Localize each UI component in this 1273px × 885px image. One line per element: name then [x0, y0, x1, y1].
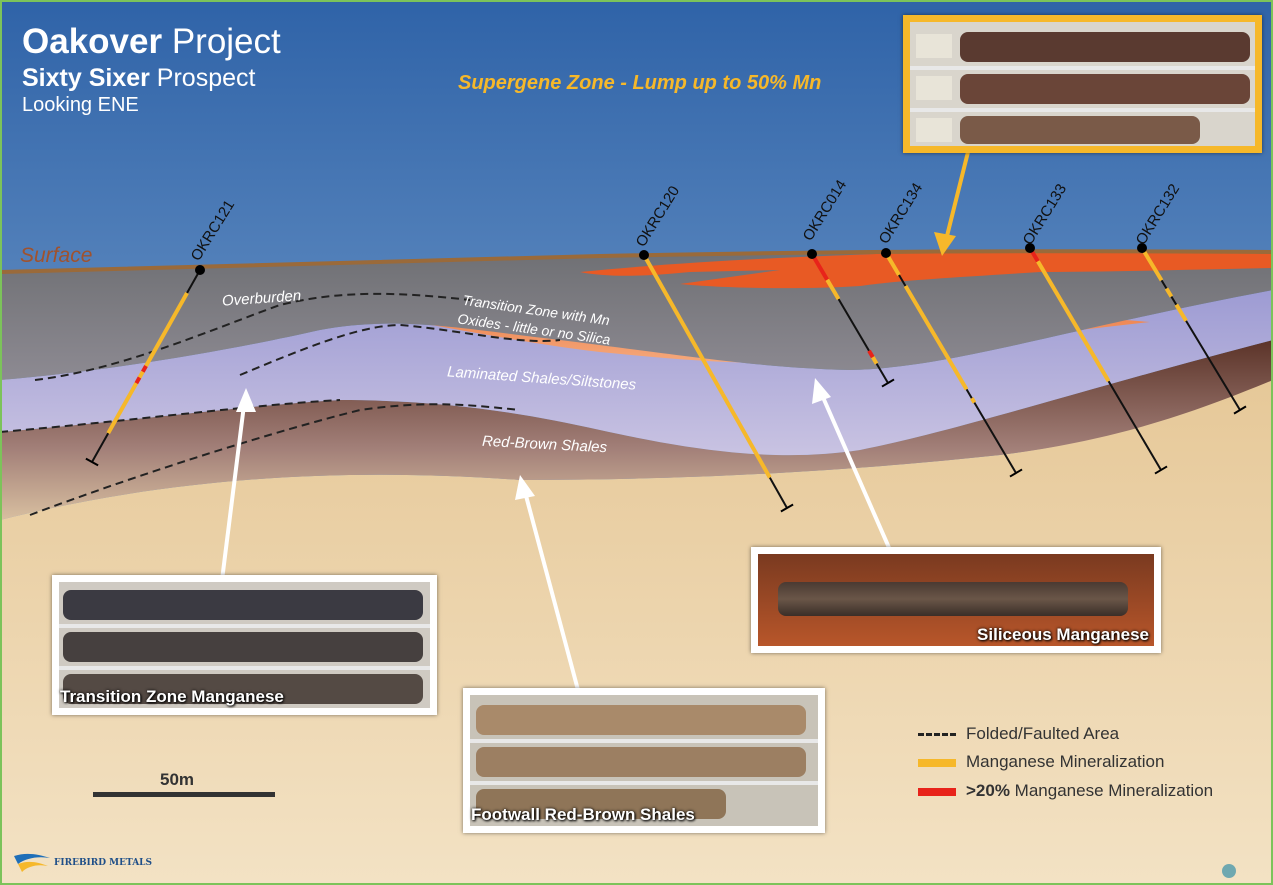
- arrow-siliceous: [820, 394, 892, 551]
- firebird-logo-icon: [14, 853, 50, 872]
- drillhole-segment: [837, 298, 870, 352]
- prospect-title: Sixty Sixer Prospect: [22, 64, 256, 92]
- fault-line-upper: [34, 292, 471, 381]
- drillhole-segment: [871, 356, 879, 365]
- drillhole-segment: [91, 432, 110, 463]
- drillhole-segment: [642, 254, 725, 396]
- legend-yellow-symbol: [918, 759, 956, 767]
- arrow-supergene-head: [934, 232, 956, 256]
- scale-bar-label: 50m: [160, 770, 195, 789]
- drillhole-segment: [825, 278, 841, 301]
- drillhole-segment: [1164, 287, 1174, 298]
- drillhole-collar: [807, 249, 817, 259]
- drillhole-collar: [639, 250, 649, 260]
- drillhole-segment: [141, 365, 148, 373]
- overburden-layer: [0, 251, 1273, 380]
- arrows-group: [220, 151, 970, 691]
- drillhole-collar: [1137, 243, 1147, 253]
- drillhole-OKRC121: [85, 265, 205, 467]
- drillhole-segment: [768, 477, 788, 509]
- supergene-core-photo: [903, 15, 1262, 153]
- sand-region: [0, 375, 1273, 885]
- drillhole-end-tick: [85, 457, 99, 467]
- drillhole-segment: [144, 292, 189, 367]
- laminated-layer: [0, 290, 1273, 456]
- arrow-footwall: [523, 491, 580, 691]
- drillhole-segment: [973, 402, 1017, 474]
- arrow-transition: [220, 404, 246, 581]
- transition-core-photo: Transition Zone Manganese: [52, 575, 437, 715]
- drillhole-end-tick: [881, 378, 895, 388]
- drillhole-end-tick: [1009, 468, 1023, 478]
- drillhole-end-tick: [1233, 405, 1247, 415]
- drillhole-segment: [875, 363, 889, 384]
- transition-photo-caption: Transition Zone Manganese: [60, 687, 284, 706]
- arrow-siliceous-head: [812, 378, 831, 404]
- drillhole-segment: [1185, 320, 1241, 411]
- drillhole-segment: [1140, 246, 1164, 282]
- drillhole-segment: [1160, 279, 1168, 290]
- view-direction: Looking ENE: [22, 94, 139, 116]
- siliceous-core-photo: Siliceous Manganese: [751, 547, 1161, 653]
- siliceous-photo-caption: Siliceous Manganese: [977, 625, 1149, 644]
- supergene-zone: [580, 250, 1273, 289]
- scale-bar: [93, 792, 275, 797]
- arrow-supergene: [944, 151, 970, 241]
- drillhole-collar: [881, 248, 891, 258]
- legend-high-text: >20% Manganese Mineralization: [966, 781, 1214, 800]
- drillhole-collar: [1025, 243, 1035, 253]
- drillhole-OKRC014: [807, 249, 895, 388]
- legend-red-symbol: [918, 788, 956, 796]
- legend-dash-symbol: [918, 733, 956, 736]
- drillhole-segment: [720, 393, 758, 454]
- drillhole-segment: [1174, 303, 1188, 322]
- legend-mineral-text: Manganese Mineralization: [966, 752, 1165, 771]
- drillhole-segment: [965, 388, 973, 399]
- arrow-transition-head: [236, 388, 256, 412]
- firebird-logo: FIREBIRD METALS: [14, 850, 164, 878]
- drillhole-segment: [106, 382, 139, 435]
- drillhole-OKRC134: [881, 248, 1023, 478]
- drillhole-segment: [1107, 380, 1162, 471]
- footwall-photo-caption: Footwall Red-Brown Shales: [471, 805, 695, 824]
- footwall-core-photo: Footwall Red-Brown Shales: [463, 688, 825, 833]
- fault-line-middle: [0, 323, 561, 433]
- drillhole-segment: [1036, 260, 1111, 383]
- drillhole-collar: [195, 265, 205, 275]
- drillhole-segment: [134, 376, 142, 385]
- surface-label: Surface: [20, 244, 93, 267]
- drillhole-segment: [867, 349, 875, 359]
- logo-text: FIREBIRD METALS: [54, 858, 153, 868]
- arrow-footwall-head: [515, 475, 535, 500]
- drillholes-group: [85, 243, 1247, 513]
- drillhole-OKRC132: [1137, 243, 1247, 415]
- legend-faulted-text: Folded/Faulted Area: [966, 724, 1120, 743]
- globe-icon: [1222, 864, 1236, 878]
- drillhole-end-tick: [780, 503, 794, 513]
- drillhole-segment: [903, 284, 969, 391]
- drillhole-segment: [1170, 296, 1178, 306]
- drillhole-segment: [753, 451, 772, 479]
- drillhole-segment: [970, 397, 977, 404]
- fault-line-lower: [29, 403, 521, 516]
- redbrown-layer: [0, 340, 1273, 520]
- drillhole-OKRC120: [639, 250, 794, 513]
- project-title: Oakover Project: [22, 22, 281, 61]
- drillhole-OKRC133: [1025, 243, 1168, 475]
- drillhole-segment: [137, 370, 145, 379]
- drillhole-segment: [898, 274, 907, 287]
- supergene-label: Supergene Zone - Lump up to 50% Mn: [458, 72, 822, 94]
- drillhole-end-tick: [1154, 465, 1168, 475]
